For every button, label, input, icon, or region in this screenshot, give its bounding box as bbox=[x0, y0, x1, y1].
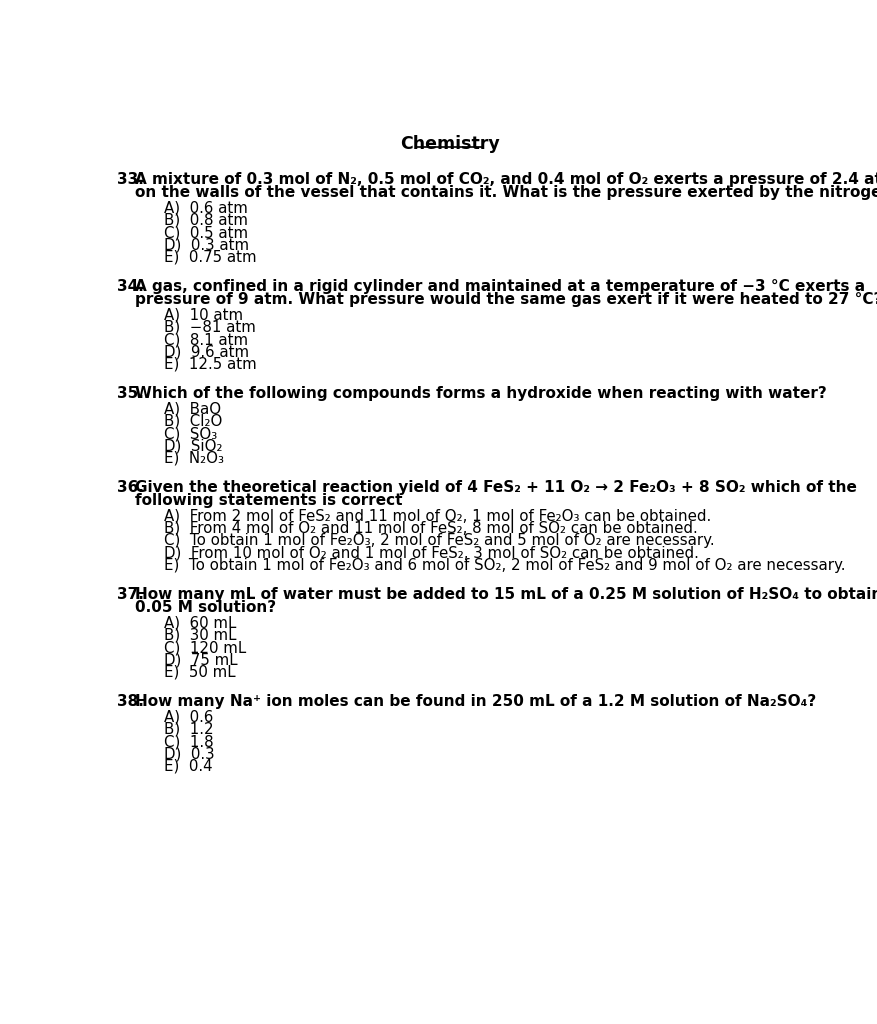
Text: D)  SiO₂: D) SiO₂ bbox=[164, 438, 222, 454]
Text: following statements is correct: following statements is correct bbox=[134, 494, 402, 508]
Text: B)  From 4 mol of O₂ and 11 mol of FeS₂, 8 mol of SO₂ can be obtained.: B) From 4 mol of O₂ and 11 mol of FeS₂, … bbox=[164, 521, 697, 536]
Text: D)  0.3: D) 0.3 bbox=[164, 746, 214, 762]
Text: C)  8.1 atm: C) 8.1 atm bbox=[164, 333, 248, 347]
Text: pressure of 9 atm. What pressure would the same gas exert if it were heated to 2: pressure of 9 atm. What pressure would t… bbox=[134, 292, 877, 307]
Text: C)  1.8: C) 1.8 bbox=[164, 734, 213, 750]
Text: 37.: 37. bbox=[118, 587, 144, 602]
Text: 36.: 36. bbox=[118, 480, 145, 496]
Text: A)  60 mL: A) 60 mL bbox=[164, 615, 236, 631]
Text: How many mL of water must be added to 15 mL of a 0.25 M solution of H₂SO₄ to obt: How many mL of water must be added to 15… bbox=[134, 587, 877, 602]
Text: B)  30 mL: B) 30 mL bbox=[164, 628, 236, 643]
Text: D)  0.3 atm: D) 0.3 atm bbox=[164, 238, 249, 253]
Text: E)  50 mL: E) 50 mL bbox=[164, 665, 235, 680]
Text: D)  9.6 atm: D) 9.6 atm bbox=[164, 345, 249, 359]
Text: E)  12.5 atm: E) 12.5 atm bbox=[164, 357, 256, 372]
Text: E)  To obtain 1 mol of Fe₂O₃ and 6 mol of SO₂, 2 mol of FeS₂ and 9 mol of O₂ are: E) To obtain 1 mol of Fe₂O₃ and 6 mol of… bbox=[164, 558, 845, 573]
Text: C)  0.5 atm: C) 0.5 atm bbox=[164, 225, 248, 241]
Text: B)  0.8 atm: B) 0.8 atm bbox=[164, 213, 247, 228]
Text: 35.: 35. bbox=[118, 386, 144, 401]
Text: 0.05 M solution?: 0.05 M solution? bbox=[134, 600, 275, 615]
Text: B)  1.2: B) 1.2 bbox=[164, 722, 213, 737]
Text: A)  BaO: A) BaO bbox=[164, 401, 221, 417]
Text: C)  To obtain 1 mol of Fe₂O₃, 2 mol of FeS₂ and 5 mol of O₂ are necessary.: C) To obtain 1 mol of Fe₂O₃, 2 mol of Fe… bbox=[164, 534, 714, 548]
Text: A)  10 atm: A) 10 atm bbox=[164, 307, 243, 323]
Text: 33.: 33. bbox=[118, 172, 144, 187]
Text: 38.: 38. bbox=[118, 694, 144, 710]
Text: A mixture of 0.3 mol of N₂, 0.5 mol of CO₂, and 0.4 mol of O₂ exerts a pressure : A mixture of 0.3 mol of N₂, 0.5 mol of C… bbox=[134, 172, 877, 187]
Text: Given the theoretical reaction yield of 4 FeS₂ + 11 O₂ → 2 Fe₂O₃ + 8 SO₂ which o: Given the theoretical reaction yield of … bbox=[134, 480, 855, 496]
Text: E)  0.75 atm: E) 0.75 atm bbox=[164, 250, 256, 265]
Text: D)  75 mL: D) 75 mL bbox=[164, 652, 238, 668]
Text: on the walls of the vessel that contains it. What is the pressure exerted by the: on the walls of the vessel that contains… bbox=[134, 185, 877, 201]
Text: D)  From 10 mol of O₂ and 1 mol of FeS₂, 3 mol of SO₂ can be obtained.: D) From 10 mol of O₂ and 1 mol of FeS₂, … bbox=[164, 546, 698, 560]
Text: C)  120 mL: C) 120 mL bbox=[164, 640, 246, 655]
Text: A)  0.6 atm: A) 0.6 atm bbox=[164, 201, 247, 216]
Text: A)  0.6: A) 0.6 bbox=[164, 710, 213, 725]
Text: C)  SO₃: C) SO₃ bbox=[164, 426, 217, 441]
Text: How many Na⁺ ion moles can be found in 250 mL of a 1.2 M solution of Na₂SO₄?: How many Na⁺ ion moles can be found in 2… bbox=[134, 694, 815, 710]
Text: Chemistry: Chemistry bbox=[400, 135, 499, 154]
Text: A gas, confined in a rigid cylinder and maintained at a temperature of −3 °C exe: A gas, confined in a rigid cylinder and … bbox=[134, 280, 864, 294]
Text: E)  N₂O₃: E) N₂O₃ bbox=[164, 451, 224, 466]
Text: B)  −81 atm: B) −81 atm bbox=[164, 319, 255, 335]
Text: Which of the following compounds forms a hydroxide when reacting with water?: Which of the following compounds forms a… bbox=[134, 386, 825, 401]
Text: B)  Cl₂O: B) Cl₂O bbox=[164, 414, 222, 429]
Text: E)  0.4: E) 0.4 bbox=[164, 759, 212, 774]
Text: A)  From 2 mol of FeS₂ and 11 mol of O₂, 1 mol of Fe₂O₃ can be obtained.: A) From 2 mol of FeS₂ and 11 mol of O₂, … bbox=[164, 509, 710, 523]
Text: 34.: 34. bbox=[118, 280, 144, 294]
